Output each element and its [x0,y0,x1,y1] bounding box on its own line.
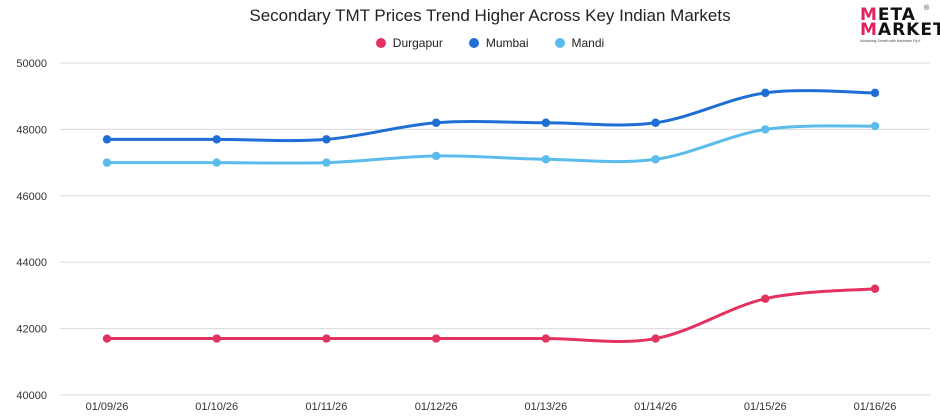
y-tick-label: 46000 [16,191,47,203]
legend-swatch-mumbai [468,38,479,48]
logo-line-1: META [860,5,916,25]
data-point-durgapur[interactable] [431,334,441,343]
series-mandi [102,121,880,167]
data-point-durgapur[interactable] [212,334,221,343]
data-point-mumbai[interactable] [431,118,441,127]
legend-label-mandi: Mandi [571,36,605,50]
data-point-mandi[interactable] [761,125,770,134]
legend-swatch-durgapur [375,38,386,48]
legend-item-mumbai[interactable]: Mumbai [468,36,529,50]
data-point-mandi[interactable] [212,158,221,167]
data-point-mandi[interactable] [870,121,880,131]
legend: Durgapur Mumbai Mandi [0,36,940,50]
x-tick-label: 01/13/26 [524,401,567,413]
series-line-durgapur [105,287,877,343]
x-tick-label: 01/14/26 [634,401,677,413]
x-tick-label: 01/11/26 [305,401,347,413]
data-point-mandi[interactable] [431,151,441,161]
series-mumbai [102,88,880,144]
series-line-mandi [105,124,877,165]
data-point-durgapur[interactable] [102,334,112,343]
data-point-mumbai[interactable] [870,88,880,98]
series-line-mumbai [105,89,877,143]
data-point-durgapur[interactable] [541,334,551,343]
data-point-mumbai[interactable] [761,88,770,98]
y-tick-label: 40000 [16,390,47,402]
data-point-durgapur[interactable] [322,334,331,343]
data-point-mandi[interactable] [541,155,551,164]
y-tick-label: 44000 [16,257,47,269]
data-point-durgapur[interactable] [651,334,660,343]
x-axis-ticks: 01/09/26 01/10/26 01/11/26 01/12/26 01/13/26… [86,401,897,413]
series [102,88,880,343]
legend-item-mandi[interactable]: Mandi [554,36,605,50]
y-tick-label: 50000 [16,58,47,70]
data-point-mandi[interactable] [102,158,112,167]
data-point-mumbai[interactable] [541,118,551,127]
legend-label-durgapur: Durgapur [392,36,443,50]
legend-swatch-mandi [554,38,565,48]
data-point-durgapur[interactable] [761,294,770,303]
chart-title: Secondary TMT Prices Trend Higher Across… [249,6,731,25]
logo-tagline: Advancing Growth with Hardware Fly it [860,39,921,43]
data-point-mandi[interactable] [322,158,331,167]
x-tick-label: 01/09/26 [86,401,129,413]
y-tick-label: 42000 [16,324,47,336]
data-point-mandi[interactable] [651,155,660,164]
x-tick-label: 01/12/26 [415,401,458,413]
x-tick-label: 01/10/26 [195,401,238,413]
grid [60,62,930,396]
data-point-mumbai[interactable] [651,118,660,127]
logo-line-2: MARKET [860,20,940,40]
data-point-mumbai[interactable] [322,135,331,144]
y-tick-label: 48000 [16,124,47,136]
data-point-durgapur[interactable] [870,284,880,293]
x-tick-label: 01/16/26 [854,401,897,413]
data-point-mumbai[interactable] [102,135,112,144]
registered-mark: ® [924,5,930,12]
series-durgapur [102,284,880,343]
y-axis-ticks: 40000 42000 44000 46000 48000 50000 [16,58,47,402]
legend-label-mumbai: Mumbai [485,36,529,50]
data-point-mumbai[interactable] [212,135,221,144]
legend-item-durgapur[interactable]: Durgapur [375,36,443,50]
meta-market-logo: META MARKET Advancing Growth with Hardwa… [860,5,940,48]
x-tick-label: 01/15/26 [744,401,787,413]
